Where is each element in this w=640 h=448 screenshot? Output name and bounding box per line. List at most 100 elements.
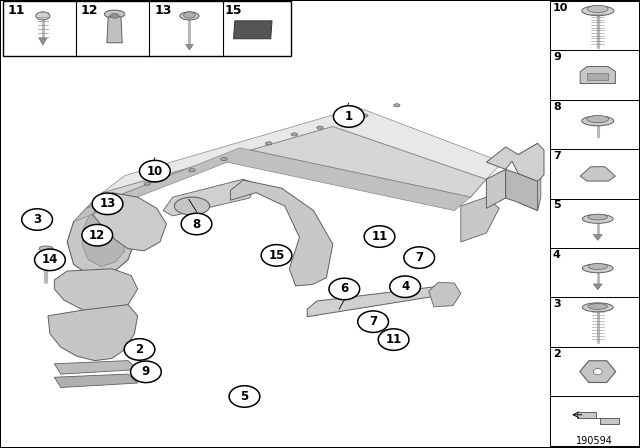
Bar [550,149,639,198]
Text: 6: 6 [340,282,348,296]
Circle shape [124,339,155,360]
Text: 9: 9 [553,52,561,62]
Ellipse shape [221,158,227,160]
Polygon shape [82,214,125,267]
Polygon shape [593,284,602,290]
Ellipse shape [266,142,272,145]
Text: 7: 7 [415,251,423,264]
Text: 11: 11 [385,333,402,346]
Circle shape [22,209,52,230]
Bar [550,248,639,297]
Ellipse shape [582,116,614,126]
Text: 4: 4 [401,280,409,293]
Ellipse shape [189,169,195,172]
Ellipse shape [582,303,613,312]
Polygon shape [39,39,47,45]
Polygon shape [102,108,502,193]
Text: 7: 7 [369,315,377,328]
Ellipse shape [582,264,613,273]
Polygon shape [54,374,138,388]
Ellipse shape [32,214,51,225]
Text: 4: 4 [553,250,561,260]
Text: 15: 15 [268,249,285,262]
Circle shape [390,276,420,297]
Bar [550,100,639,149]
Circle shape [92,193,123,215]
Text: 13: 13 [99,197,116,211]
Bar [550,396,639,446]
Text: 12: 12 [81,4,99,17]
Circle shape [229,386,260,407]
Text: 11: 11 [371,230,388,243]
Ellipse shape [588,263,607,269]
Text: 1: 1 [345,110,353,123]
Circle shape [364,226,395,247]
Ellipse shape [362,114,368,117]
Text: 2: 2 [136,343,143,356]
Polygon shape [234,21,272,39]
Polygon shape [518,143,541,211]
Text: 3: 3 [33,213,41,226]
Polygon shape [107,17,122,43]
Text: 15: 15 [225,4,242,17]
Circle shape [333,106,364,127]
Circle shape [131,361,161,383]
Bar [550,1,639,50]
Polygon shape [163,179,256,216]
Ellipse shape [39,246,53,251]
Text: 13: 13 [155,4,172,17]
Text: 11: 11 [8,4,26,17]
Polygon shape [506,169,538,211]
Text: 190594: 190594 [576,436,613,446]
Ellipse shape [394,104,400,107]
Text: 14: 14 [42,253,58,267]
Ellipse shape [317,126,323,129]
Circle shape [35,249,65,271]
Polygon shape [230,180,333,286]
Polygon shape [486,143,544,181]
Polygon shape [577,412,619,424]
Circle shape [261,245,292,266]
Polygon shape [54,361,138,374]
Text: 7: 7 [553,151,561,161]
Polygon shape [54,269,138,311]
Bar [550,50,639,100]
Ellipse shape [588,214,607,220]
Text: 8: 8 [553,102,561,112]
Polygon shape [588,73,609,80]
Ellipse shape [36,12,50,20]
Ellipse shape [174,197,210,215]
Ellipse shape [180,12,199,20]
Ellipse shape [184,12,195,18]
Bar [550,297,639,347]
Text: 5: 5 [553,200,561,211]
Text: 10: 10 [147,164,163,178]
Ellipse shape [588,304,607,310]
Circle shape [378,329,409,350]
Bar [550,347,639,396]
Ellipse shape [588,5,608,13]
Polygon shape [74,148,470,222]
Polygon shape [429,282,461,307]
Ellipse shape [587,116,609,123]
Polygon shape [461,197,499,242]
Circle shape [82,224,113,246]
Polygon shape [48,305,138,361]
Polygon shape [93,193,166,251]
Polygon shape [486,169,506,208]
Text: 2: 2 [553,349,561,359]
Ellipse shape [144,182,150,185]
Ellipse shape [104,10,125,18]
Text: 5: 5 [241,390,248,403]
Polygon shape [580,167,616,181]
Ellipse shape [593,368,602,375]
Circle shape [140,160,170,182]
Polygon shape [580,67,616,84]
Text: 10: 10 [553,3,568,13]
Text: 12: 12 [89,228,106,242]
Text: 9: 9 [142,365,150,379]
Circle shape [358,311,388,332]
Ellipse shape [291,133,298,136]
Ellipse shape [110,13,119,18]
Polygon shape [86,126,486,208]
